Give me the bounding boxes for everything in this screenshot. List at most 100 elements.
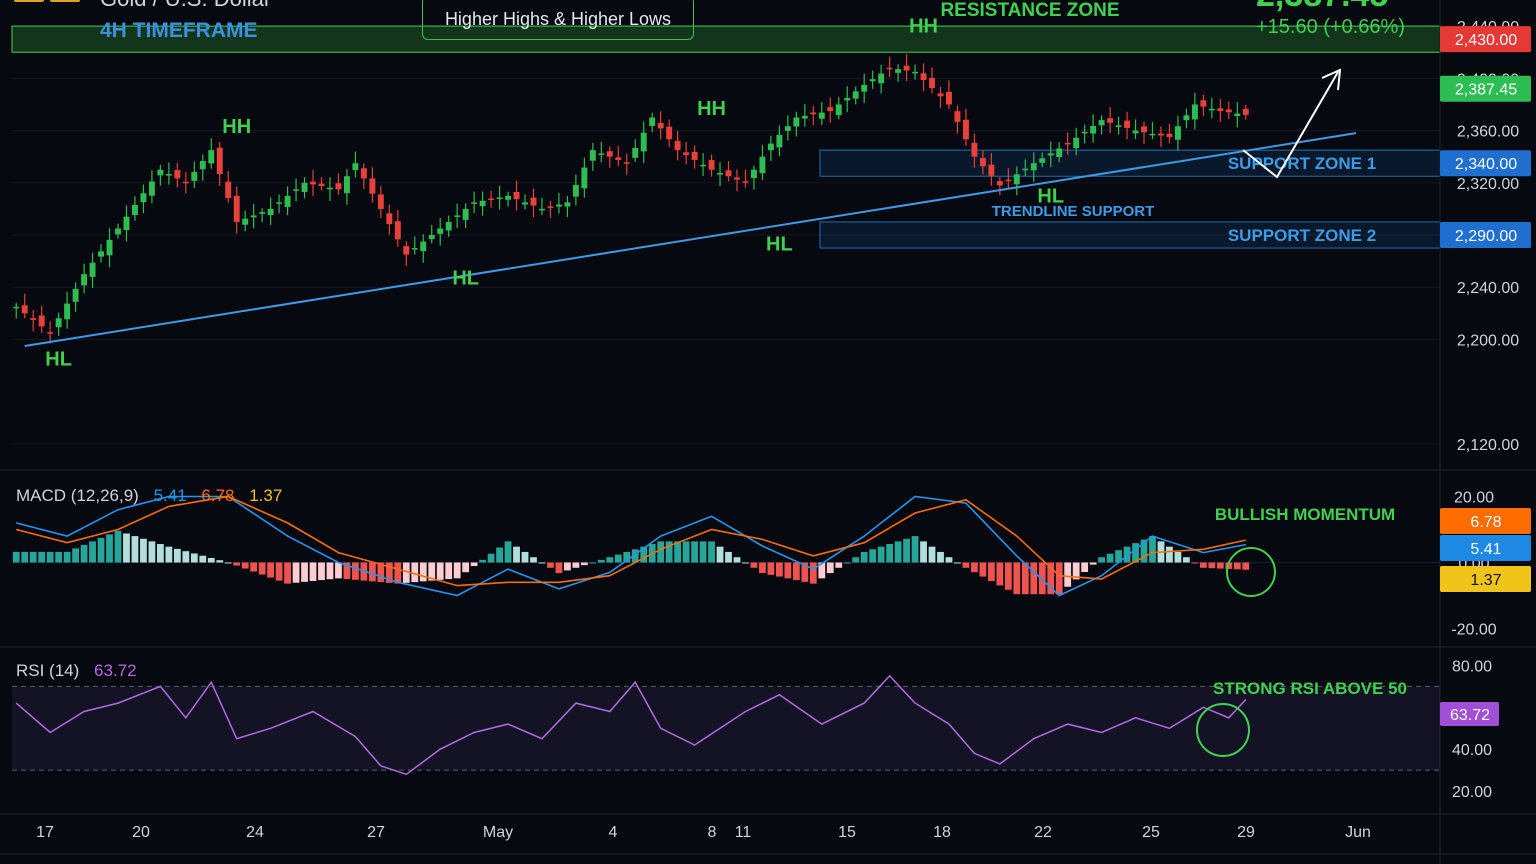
macd-histogram-bar [513, 546, 520, 563]
support2-price-badge: 2,290.00 [1455, 228, 1517, 245]
candle-body [1064, 142, 1071, 145]
macd-histogram-bar [504, 541, 512, 563]
candle-body [937, 93, 944, 97]
candle-body [1217, 108, 1224, 111]
macd-histogram-bar [911, 536, 919, 563]
macd-histogram-bar [903, 538, 910, 563]
candle-body [250, 215, 257, 218]
candle-body [734, 177, 740, 180]
macd-histogram-bar [1199, 562, 1207, 568]
candle-body [1056, 148, 1063, 158]
macd-histogram-bar [623, 551, 631, 563]
candle-body [335, 183, 342, 190]
macd-histogram-bar [352, 562, 359, 580]
timeframe-label[interactable]: 4H TIMEFRAME [100, 19, 258, 42]
macd-histogram-bar [1030, 562, 1038, 595]
candle-body [547, 206, 554, 208]
macd-histogram-bar [826, 562, 834, 574]
macd-histogram-bar [207, 557, 215, 563]
candle-body [140, 193, 147, 203]
macd-histogram-bar [216, 560, 224, 563]
macd-histogram-bar [21, 551, 29, 563]
macd-legend[interactable]: MACD (12,26,9) 5.41 6.78 1.37 [16, 486, 282, 506]
macd-histogram-bar [233, 562, 241, 566]
macd-histogram-bar [716, 546, 724, 563]
macd-histogram-bar [140, 538, 147, 563]
macd-histogram-bar [920, 541, 927, 563]
macd-histogram-bar [1072, 562, 1080, 580]
time-tick-label: 25 [1142, 824, 1160, 841]
macd-histogram-bar [411, 562, 419, 583]
candle-body [1073, 137, 1080, 149]
macd-histogram-bar [1242, 562, 1250, 570]
macd-histogram-bar [775, 562, 783, 577]
candle-body [895, 69, 902, 73]
price-tick-label: 2,120.00 [1457, 437, 1519, 454]
macd-histogram-bar [979, 562, 987, 577]
candle-body [284, 195, 291, 207]
candle-body [98, 251, 105, 257]
candle-body [954, 111, 961, 122]
pattern-label-box: Higher Highs & Higher Lows [422, 0, 694, 40]
macd-histogram-bar [131, 536, 139, 563]
candle-body [1141, 126, 1147, 133]
candle-body [861, 84, 868, 92]
macd-histogram-bar [742, 562, 749, 564]
candle-body [64, 303, 71, 320]
symbol-logo [14, 0, 84, 6]
candle-body [852, 91, 859, 99]
macd-histogram-bar [928, 546, 936, 563]
candle-body [555, 204, 562, 207]
time-tick-label: 15 [838, 824, 856, 841]
macd-histogram-bar [301, 562, 308, 582]
candle-body [683, 152, 690, 156]
macd-histogram-bar [640, 546, 648, 563]
candle-body [962, 119, 969, 140]
candle-body [157, 169, 164, 176]
candle-body [360, 168, 367, 179]
macd-histogram-bar [682, 541, 690, 563]
support-zone-2 [819, 221, 1441, 249]
rsi-value: 63.72 [94, 661, 137, 680]
macd-histogram-bar [792, 562, 800, 581]
candle-body [725, 170, 732, 177]
candle-body [657, 122, 664, 129]
macd-histogram-bar [1149, 536, 1156, 563]
macd-histogram-bar [428, 562, 436, 581]
candle-body [1107, 118, 1114, 123]
price-tick-label: 2,200.00 [1457, 332, 1519, 349]
macd-histogram-bar [1106, 553, 1114, 563]
macd-histogram-bar [284, 562, 291, 584]
support-zone-1 [819, 149, 1441, 177]
arrow-head [1321, 68, 1342, 91]
macd-histogram-bar [733, 557, 741, 563]
candle-body [310, 181, 316, 185]
pivot-label-hl: HL [766, 234, 793, 256]
macd-histogram-bar [1216, 562, 1224, 569]
macd-histogram-bar [547, 562, 554, 568]
macd-histogram-bar [394, 562, 402, 584]
symbol-name[interactable]: Gold / U.S. Dollar [100, 0, 271, 12]
macd-histogram-bar [860, 551, 868, 563]
candle-body [394, 221, 401, 240]
candle-body [123, 216, 130, 230]
candle-body [1132, 130, 1139, 134]
macd-histogram-bar [971, 562, 978, 573]
price-change: +15.60 (+0.66%) [1256, 16, 1405, 38]
macd-histogram-bar [572, 562, 580, 568]
candle-body [505, 195, 512, 200]
candle-body [700, 164, 707, 167]
macd-histogram-bar [843, 562, 851, 564]
candle-body [38, 315, 45, 327]
candle-body [471, 202, 478, 204]
macd-histogram-bar [89, 541, 96, 563]
macd-histogram-bar [954, 562, 961, 564]
candle-body [199, 161, 206, 170]
macd-histogram-bar [148, 541, 156, 563]
rsi-legend[interactable]: RSI (14) 63.72 [16, 661, 137, 681]
histogram-badge: 1.37 [1470, 572, 1501, 589]
signal-value: 6.78 [201, 486, 235, 505]
candle-body [225, 181, 232, 199]
candle-body [844, 97, 851, 101]
